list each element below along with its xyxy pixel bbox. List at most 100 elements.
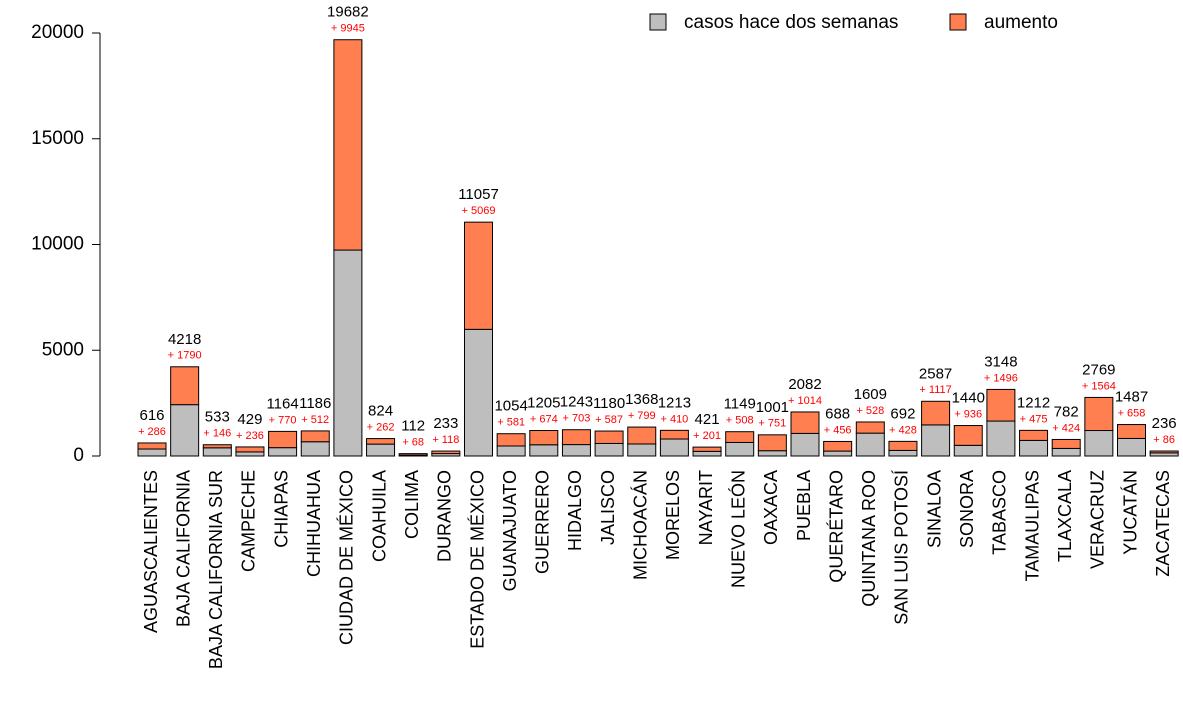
bar-segment bbox=[659, 438, 689, 457]
legend-label: aumento bbox=[984, 12, 1058, 33]
bar-segment bbox=[235, 446, 265, 453]
x-tick-label: AGUASCALIENTES bbox=[141, 470, 161, 633]
bar-segment bbox=[529, 430, 559, 446]
bar-segment bbox=[1051, 438, 1081, 449]
x-tick-label: TAMAULIPAS bbox=[1022, 470, 1042, 581]
increase-label: + 286 bbox=[138, 426, 166, 438]
bar-segment bbox=[757, 434, 787, 452]
bar-segment bbox=[333, 39, 363, 251]
x-tick-label: GUANAJUATO bbox=[500, 470, 520, 591]
bar-segment bbox=[1051, 447, 1081, 457]
bar-segment bbox=[398, 453, 428, 456]
increase-label: + 674 bbox=[530, 413, 558, 425]
x-tick-label: ZACATECAS bbox=[1153, 470, 1173, 577]
bar-segment bbox=[855, 421, 885, 434]
total-label: 236 bbox=[1152, 415, 1177, 432]
y-tick-label: 10000 bbox=[31, 234, 84, 255]
y-tick-label: 15000 bbox=[31, 128, 84, 149]
bar-segment bbox=[1019, 429, 1049, 441]
increase-label: + 799 bbox=[628, 410, 656, 422]
bar-segment bbox=[300, 441, 330, 457]
x-tick-label: MICHOACÁN bbox=[631, 470, 651, 580]
total-label: 421 bbox=[695, 411, 720, 428]
x-tick-label: HIDALGO bbox=[565, 470, 585, 551]
increase-label: + 236 bbox=[236, 430, 264, 442]
increase-label: + 751 bbox=[758, 418, 786, 430]
x-tick-label: JALISCO bbox=[598, 470, 618, 545]
bar-segment bbox=[137, 448, 167, 457]
bar-segment bbox=[1084, 430, 1114, 457]
increase-label: + 1117 bbox=[919, 384, 951, 396]
bar-segment bbox=[725, 441, 755, 457]
bar-segment bbox=[268, 447, 298, 457]
total-label: 1205 bbox=[527, 394, 560, 411]
x-tick-label: CHIAPAS bbox=[271, 470, 291, 548]
total-label: 233 bbox=[433, 415, 458, 432]
increase-label: + 262 bbox=[367, 421, 395, 433]
bar-segment bbox=[300, 430, 330, 443]
x-tick-label: ESTADO DE MÉXICO bbox=[467, 470, 487, 649]
x-tick-label: COAHUILA bbox=[369, 470, 389, 562]
total-label: 3148 bbox=[984, 353, 1017, 370]
x-tick-label: CAMPECHE bbox=[239, 470, 259, 572]
total-label: 429 bbox=[237, 411, 262, 428]
total-label: 782 bbox=[1054, 403, 1079, 420]
increase-label: + 201 bbox=[693, 430, 721, 442]
total-label: 533 bbox=[205, 409, 230, 426]
bar-segment bbox=[953, 444, 983, 457]
x-tick-label: OAXACA bbox=[761, 470, 781, 545]
bar-segment bbox=[888, 449, 918, 457]
x-tick-label: SINALOA bbox=[924, 470, 944, 548]
bar-segment bbox=[692, 450, 722, 457]
increase-label: + 1014 bbox=[788, 395, 822, 407]
bar-segment bbox=[235, 451, 265, 457]
total-label: 2082 bbox=[788, 376, 821, 393]
bar-segment bbox=[464, 328, 493, 457]
bar-segment bbox=[496, 433, 526, 447]
x-tick-label: NAYARIT bbox=[696, 470, 716, 545]
x-tick-label: NUEVO LEÓN bbox=[727, 470, 748, 588]
increase-label: + 86 bbox=[1153, 434, 1175, 446]
x-tick-label: TLAXCALA bbox=[1055, 470, 1075, 562]
bar-segment bbox=[496, 445, 526, 457]
increase-label: + 587 bbox=[595, 414, 623, 426]
bar-segment bbox=[594, 430, 624, 444]
x-tick-label: YUCATÁN bbox=[1120, 470, 1140, 555]
increase-label: + 410 bbox=[660, 413, 688, 425]
x-tick-label: BAJA CALIFORNIA SUR bbox=[206, 470, 226, 669]
bar-segment bbox=[659, 429, 689, 440]
bar-segment bbox=[170, 404, 200, 457]
increase-label: + 475 bbox=[1020, 413, 1048, 425]
increase-label: + 936 bbox=[954, 408, 982, 420]
total-label: 4218 bbox=[168, 331, 201, 348]
bar-segment bbox=[594, 442, 624, 457]
y-tick-label: 5000 bbox=[42, 339, 84, 360]
x-tick-label: DURANGO bbox=[435, 470, 455, 562]
bar-segment bbox=[366, 438, 396, 445]
x-tick-label: CIUDAD DE MÉXICO bbox=[337, 470, 357, 645]
x-tick-label: GUERRERO bbox=[533, 470, 553, 574]
bar-segment bbox=[529, 444, 559, 457]
increase-label: + 428 bbox=[889, 424, 917, 436]
x-tick-label: SAN LUIS POTOSÍ bbox=[892, 470, 912, 625]
bar-segment bbox=[1019, 439, 1049, 457]
bar-segment bbox=[627, 443, 657, 457]
increase-label: + 658 bbox=[1118, 407, 1146, 419]
increase-label: + 508 bbox=[726, 415, 754, 427]
y-tick-label: 20000 bbox=[31, 22, 84, 43]
bar-segment bbox=[333, 249, 363, 457]
increase-label: + 9945 bbox=[331, 23, 365, 35]
total-label: 11057 bbox=[458, 186, 499, 203]
total-label: 824 bbox=[368, 403, 393, 420]
increase-label: + 703 bbox=[563, 413, 591, 425]
increase-label: + 528 bbox=[856, 405, 884, 417]
increase-label: + 424 bbox=[1052, 422, 1080, 434]
x-tick-label: PUEBLA bbox=[794, 470, 814, 541]
total-label: 692 bbox=[890, 405, 915, 422]
increase-label: + 1790 bbox=[168, 350, 202, 362]
total-label: 1149 bbox=[724, 396, 756, 413]
x-tick-label: QUERÉTARO bbox=[826, 470, 846, 583]
increase-label: + 581 bbox=[497, 417, 525, 429]
total-label: 688 bbox=[825, 405, 850, 422]
